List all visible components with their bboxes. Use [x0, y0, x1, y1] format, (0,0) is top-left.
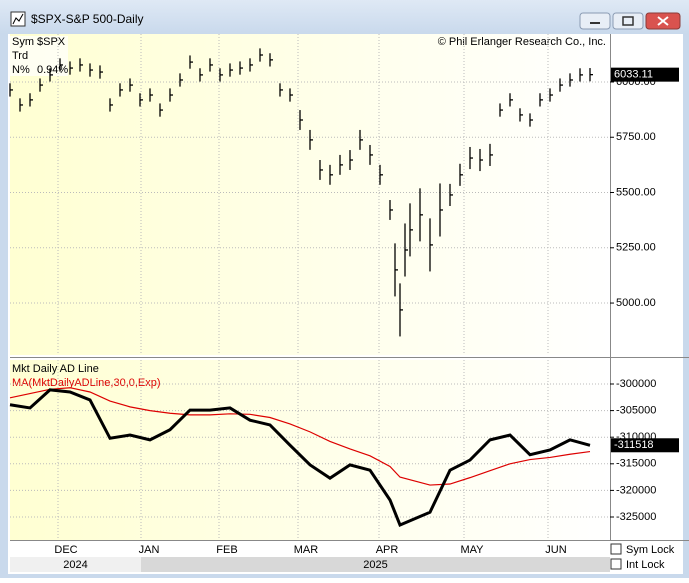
year-label: 2025	[363, 559, 387, 571]
info-label: Trd	[12, 50, 28, 62]
y-tick-label: -325000	[616, 511, 656, 523]
year-band	[10, 557, 141, 572]
last-price-label: 6033.11	[614, 69, 653, 81]
copyright: © Phil Erlanger Research Co., Inc.	[438, 36, 606, 48]
x-tick-label: JAN	[139, 544, 160, 556]
info-value: 0.94%	[37, 64, 68, 76]
year-label: 2024	[63, 559, 87, 571]
y-tick-label: -315000	[616, 458, 656, 470]
checkbox[interactable]	[610, 543, 622, 555]
maximize-glyph	[622, 16, 634, 26]
y-tick-label: 5750.00	[616, 131, 656, 143]
x-tick-label: JUN	[545, 544, 566, 556]
y-tick-label: 5500.00	[616, 186, 656, 198]
window-title: $SPX-S&P 500-Daily	[31, 12, 144, 26]
checkbox[interactable]	[610, 558, 622, 570]
last-value-box	[611, 438, 679, 453]
close-glyph	[657, 16, 669, 26]
info-label: N%	[12, 64, 30, 76]
price-panel	[10, 34, 610, 355]
series-line	[9, 387, 591, 486]
x-tick-label: APR	[376, 544, 399, 556]
series-line	[9, 388, 591, 527]
minimize-button[interactable]	[579, 12, 611, 30]
info-value: $SPX	[37, 36, 66, 48]
info-label: Sym	[12, 36, 34, 48]
year-band	[141, 557, 610, 572]
legend-entry: MA(MktDailyADLine,30,0,Exp)	[12, 377, 161, 389]
x-tick-label: MAR	[294, 544, 319, 556]
ad-panel	[10, 360, 610, 540]
maximize-button[interactable]	[612, 12, 644, 30]
app-icon-glyph	[12, 13, 24, 25]
title-bar	[0, 0, 689, 34]
y-tick-label: -300000	[616, 378, 656, 390]
y-tick-label: 5250.00	[616, 242, 656, 254]
y-tick-label: -320000	[616, 484, 656, 496]
last-value-label: -311518	[614, 439, 654, 451]
panel-title: Mkt Daily AD Line	[12, 363, 99, 375]
x-tick-label: DEC	[54, 544, 77, 556]
last-price-box	[611, 67, 679, 82]
checkbox-label: Sym Lock	[626, 544, 675, 556]
x-tick-label: MAY	[460, 544, 484, 556]
x-tick-label: FEB	[216, 544, 237, 556]
app-icon	[10, 11, 26, 27]
y-tick-label: -305000	[616, 405, 656, 417]
checkbox-label: Int Lock	[626, 559, 665, 571]
y-tick-label: 5000.00	[616, 297, 656, 309]
